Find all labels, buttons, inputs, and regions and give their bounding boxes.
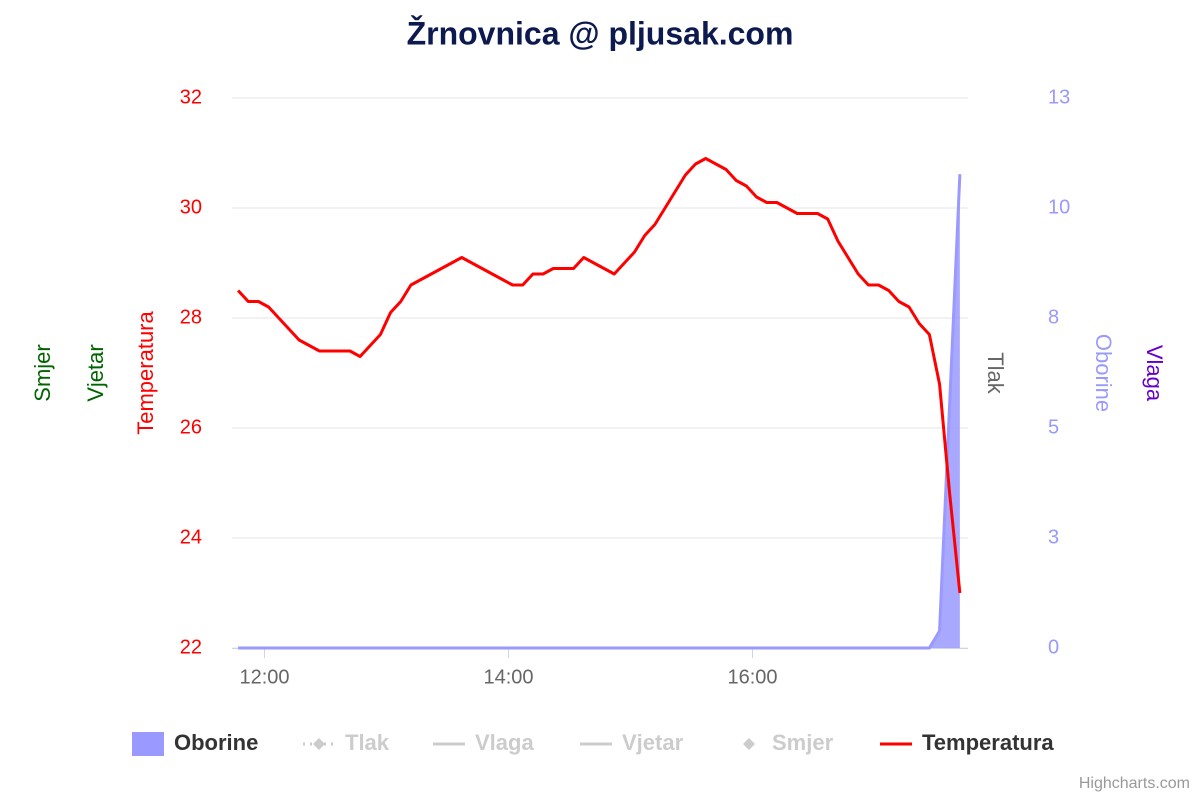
x-tick-label: 16:00 xyxy=(727,666,777,688)
legend-label[interactable]: Temperatura xyxy=(922,730,1054,755)
x-tick-label: 14:00 xyxy=(483,666,533,688)
y2-tick-label: 3 xyxy=(1048,526,1059,548)
axis-title: Vlaga xyxy=(1142,345,1167,402)
y-tick-label: 32 xyxy=(180,86,202,108)
legend-label[interactable]: Vjetar xyxy=(622,730,684,755)
y2-tick-label: 13 xyxy=(1048,86,1070,108)
chart-title: Žrnovnica @ pljusak.com xyxy=(407,15,794,51)
axis-title: Tlak xyxy=(983,352,1008,395)
legend-symbol xyxy=(743,738,755,750)
y2-axis-title: Oborine xyxy=(1091,334,1116,412)
line xyxy=(236,157,962,594)
legend-symbol xyxy=(132,732,164,756)
y-tick-label: 30 xyxy=(180,196,202,218)
y-tick-label: 26 xyxy=(180,416,202,438)
legend-label[interactable]: Smjer xyxy=(772,730,834,755)
legend-label[interactable]: Oborine xyxy=(174,730,258,755)
y2-tick-label: 5 xyxy=(1048,416,1059,438)
y-axis-title: Temperatura xyxy=(133,310,158,434)
axis-title: Smjer xyxy=(30,344,55,401)
y-tick-label: 22 xyxy=(180,636,202,658)
legend-label[interactable]: Vlaga xyxy=(475,730,534,755)
credits[interactable]: Highcharts.com xyxy=(1079,775,1190,792)
y-tick-label: 28 xyxy=(180,306,202,328)
y2-tick-label: 10 xyxy=(1048,196,1070,218)
y2-tick-label: 8 xyxy=(1048,306,1059,328)
legend-label[interactable]: Tlak xyxy=(345,730,390,755)
axis-title: Vjetar xyxy=(83,344,108,401)
legend-symbol xyxy=(313,738,325,750)
area-line xyxy=(238,174,962,650)
y-tick-label: 24 xyxy=(180,526,202,548)
x-tick-label: 12:00 xyxy=(239,666,289,688)
y2-tick-label: 0 xyxy=(1048,636,1059,658)
